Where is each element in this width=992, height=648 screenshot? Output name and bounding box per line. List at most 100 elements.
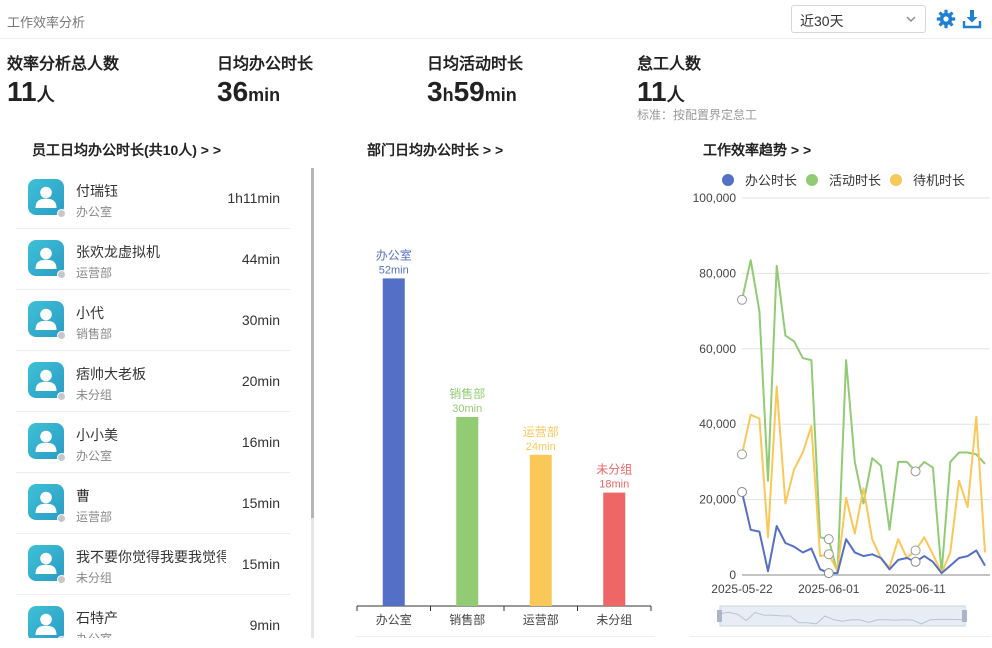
user-icon bbox=[35, 247, 57, 269]
status-dot bbox=[57, 270, 66, 279]
status-dot bbox=[57, 331, 66, 340]
employee-list-scrollbar[interactable] bbox=[311, 168, 314, 638]
employee-name: 石特产 bbox=[76, 610, 118, 626]
zoom-handle-right[interactable] bbox=[962, 610, 967, 622]
employee-row[interactable]: 小代 销售部 30min bbox=[16, 290, 290, 351]
employee-duration: 15min bbox=[241, 556, 280, 572]
y-tick-label: 40,000 bbox=[699, 417, 736, 431]
data-point[interactable] bbox=[737, 449, 747, 460]
stat-label: 效率分析总人数 bbox=[7, 56, 120, 73]
data-point[interactable] bbox=[910, 545, 921, 556]
bar-category-label: 办公室 bbox=[376, 247, 412, 262]
series-line-活动时长[interactable] bbox=[741, 259, 986, 575]
trend-line-chart: 办公时长 活动时长 待机时长 0 20,000 40,000 60,000 80,000 100… bbox=[693, 173, 990, 627]
legend-marker bbox=[806, 174, 818, 186]
panel-divider bbox=[355, 636, 655, 637]
employee-duration: 20min bbox=[241, 373, 280, 389]
data-point[interactable] bbox=[823, 534, 834, 545]
x-tick-label: 2025-06-01 bbox=[798, 582, 860, 596]
legend-label: 办公时长 bbox=[745, 173, 797, 188]
employee-row[interactable]: 我不要你觉得我要我觉得 未分组 15min bbox=[16, 534, 290, 595]
dept-bar-chart: 办公室52min办公室销售部30min销售部运营部24min运营部未分组18mi… bbox=[356, 247, 652, 627]
employee-duration: 9min bbox=[249, 617, 280, 633]
user-icon bbox=[35, 369, 57, 391]
page-title: 工作效率分析 bbox=[7, 15, 86, 30]
legend-item[interactable]: 待机时长 bbox=[890, 173, 965, 188]
employee-name: 痞帅大老板 bbox=[76, 366, 146, 382]
stat-value: 11人 bbox=[637, 76, 685, 107]
employee-duration: 30min bbox=[241, 312, 280, 328]
employee-dept: 办公室 bbox=[76, 205, 113, 219]
legend-item[interactable]: 办公时长 bbox=[722, 173, 797, 188]
employee-dept: 销售部 bbox=[76, 327, 113, 341]
stat-value: 3h59min bbox=[427, 76, 517, 107]
employee-row[interactable]: 小小美 办公室 16min bbox=[16, 412, 290, 473]
employee-list-title[interactable]: 员工日均办公时长(共10人) > > bbox=[32, 142, 222, 158]
data-point[interactable] bbox=[737, 487, 747, 498]
stat-label: 怠工人数 bbox=[637, 56, 702, 73]
stat-label: 日均办公时长 bbox=[217, 56, 314, 73]
stat-avg-office-time: 日均办公时长 36min bbox=[217, 50, 313, 108]
employee-dept: 运营部 bbox=[76, 510, 113, 524]
employee-list: 付瑞钰 办公室 1h11min 张欢龙虚拟机 运营部 44min 小代 销售部 30min 痞帅大… bbox=[16, 168, 290, 638]
data-point[interactable] bbox=[910, 556, 921, 567]
bar-未分组[interactable] bbox=[603, 492, 626, 606]
status-dot bbox=[57, 514, 66, 523]
data-point[interactable] bbox=[737, 294, 747, 305]
zoom-slider[interactable] bbox=[717, 605, 967, 627]
data-point[interactable] bbox=[823, 568, 834, 579]
series-line-办公时长[interactable] bbox=[741, 491, 986, 575]
employee-duration: 44min bbox=[241, 251, 280, 267]
employee-row[interactable]: 付瑞钰 办公室 1h11min bbox=[16, 168, 290, 229]
employee-dept: 运营部 bbox=[76, 266, 113, 280]
stat-slacking-users: 怠工人数 11人 标准：按配置界定怠工 bbox=[637, 50, 757, 123]
gear-icon[interactable] bbox=[936, 9, 956, 29]
legend-label: 待机时长 bbox=[913, 173, 965, 188]
download-icon[interactable] bbox=[962, 9, 982, 29]
date-range-value: 近30天 bbox=[800, 13, 844, 29]
zoom-handle-left[interactable] bbox=[717, 610, 722, 622]
bar-category-label: 未分组 bbox=[596, 463, 632, 477]
legend-item[interactable]: 活动时长 bbox=[806, 173, 881, 188]
bar-category-label: 运营部 bbox=[523, 424, 559, 439]
status-dot bbox=[57, 209, 66, 218]
x-tick-label: 办公室 bbox=[376, 612, 412, 627]
employee-name: 曹 bbox=[76, 488, 90, 504]
dept-chart-title[interactable]: 部门日均办公时长 > > bbox=[367, 142, 504, 158]
bar-销售部[interactable] bbox=[456, 417, 479, 606]
stat-avg-active-time: 日均活动时长 3h59min bbox=[427, 50, 523, 108]
panel-divider bbox=[690, 636, 990, 637]
employee-duration: 1h11min bbox=[227, 190, 280, 206]
status-dot bbox=[57, 392, 66, 401]
employee-row[interactable]: 痞帅大老板 未分组 20min bbox=[16, 351, 290, 412]
employee-row[interactable]: 石特产办公室 9min bbox=[16, 595, 290, 638]
chevron-down-icon bbox=[906, 16, 916, 22]
y-tick-label: 60,000 bbox=[699, 342, 736, 356]
stat-total-users: 效率分析总人数 11人 bbox=[7, 50, 119, 108]
user-icon bbox=[35, 491, 57, 513]
data-point[interactable] bbox=[910, 466, 921, 477]
employee-duration: 15min bbox=[241, 495, 280, 511]
series-line-待机时长[interactable] bbox=[741, 385, 986, 575]
employee-row[interactable]: 张欢龙虚拟机 运营部 44min bbox=[16, 229, 290, 290]
bar-运营部[interactable] bbox=[529, 454, 552, 606]
legend-marker bbox=[890, 174, 902, 186]
employee-row[interactable]: 曹运营部 15min bbox=[16, 473, 290, 534]
y-tick-label: 0 bbox=[729, 568, 736, 582]
bar-办公室[interactable] bbox=[382, 278, 405, 606]
top-bar: 工作效率分析 近30天 bbox=[0, 0, 992, 39]
trend-chart-title[interactable]: 工作效率趋势 > > bbox=[703, 142, 812, 158]
scrollbar-thumb[interactable] bbox=[311, 168, 314, 518]
status-dot bbox=[57, 453, 66, 462]
x-tick-label: 2025-06-11 bbox=[885, 582, 946, 596]
user-icon bbox=[35, 186, 57, 208]
y-tick-label: 80,000 bbox=[699, 266, 736, 280]
bar-category-label: 销售部 bbox=[449, 386, 485, 401]
employee-duration: 16min bbox=[241, 434, 280, 450]
employee-name: 我不要你觉得我要我觉得 bbox=[76, 549, 226, 565]
date-range-select[interactable]: 近30天 bbox=[791, 5, 926, 33]
bar-value-label: 52min bbox=[379, 264, 409, 276]
data-point[interactable] bbox=[823, 549, 834, 560]
zoom-slider-track[interactable] bbox=[719, 605, 966, 627]
y-tick-label: 20,000 bbox=[699, 493, 736, 507]
